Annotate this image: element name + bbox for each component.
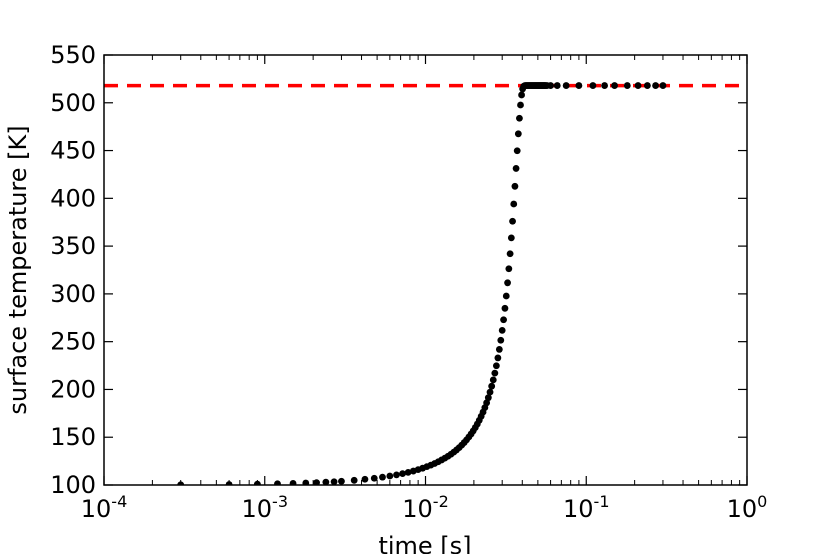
data-point [589,82,597,89]
y-tick-labels: 100 150 200 250 300 350 400 450 500 550 [50,41,96,499]
data-point [509,217,516,225]
data-point [623,82,631,89]
x-axis-label: time [s] [378,532,471,554]
data-point [553,82,561,89]
data-point [370,474,378,482]
data-point [330,478,338,485]
x-tick-label: 10-3 [242,492,289,523]
data-point [547,82,554,89]
data-point [512,165,520,172]
data-point [517,101,524,109]
y-tick-label: 400 [50,184,96,212]
data-point [507,234,515,242]
data-point [575,82,583,89]
data-point [510,200,518,208]
data-point [504,279,511,287]
data-point [491,369,499,377]
data-points-layer [177,82,667,485]
y-axis-label: surface temperature [K] [4,125,32,414]
data-point [274,480,281,485]
data-point [562,82,570,89]
y-tick-label: 550 [50,41,96,69]
data-point [601,82,608,89]
y-tick-label: 300 [50,280,96,308]
data-point [501,304,509,312]
data-point [313,479,320,485]
data-point [506,250,514,258]
data-point [518,91,525,99]
y-tick-label: 500 [50,89,96,117]
data-point [505,265,513,273]
data-point [495,346,503,353]
data-point [484,394,492,402]
data-point [350,476,358,484]
x-tick-label: 10-1 [563,492,610,523]
data-point [486,388,494,396]
data-point [500,316,507,324]
data-point [498,326,506,334]
data-point [361,475,369,483]
y-tick-label: 350 [50,232,96,260]
data-point [511,182,519,190]
x-tick-label: 10-4 [81,492,128,523]
data-point [497,336,505,344]
data-point [404,468,412,476]
data-point [652,82,659,89]
data-point [289,479,297,485]
data-point [516,114,523,122]
data-point [492,362,500,370]
data-point [513,147,521,155]
y-tick-label: 250 [50,328,96,356]
data-point [386,472,394,480]
data-point [322,478,330,485]
x-tick-label: 10-2 [402,492,449,523]
x-tick-labels: 10-4 10-3 10-2 10-1 100 [81,492,768,523]
data-point [302,479,310,485]
data-point [643,82,651,89]
y-tick-label: 450 [50,137,96,165]
data-point [502,292,510,300]
data-point [483,399,491,407]
x-tick-label: 100 [727,492,768,523]
y-tick-label: 100 [50,471,96,499]
data-point [488,382,496,390]
data-point [379,473,386,481]
plot-frame [103,54,748,486]
y-tick-label: 150 [50,423,96,451]
data-point [393,471,400,479]
data-point [494,354,502,362]
data-point [659,82,667,89]
data-point [514,130,522,138]
y-tick-label: 200 [50,375,96,403]
data-point [611,82,618,89]
data-point [399,470,406,478]
data-point [489,376,497,384]
data-point [634,82,642,89]
